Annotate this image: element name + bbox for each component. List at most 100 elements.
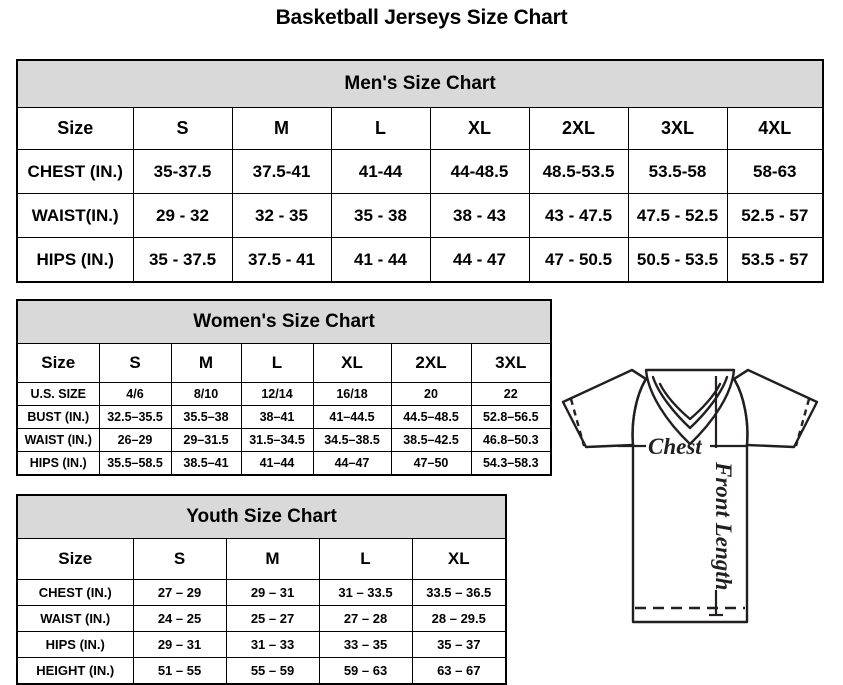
youth-cell-chest-m: 29 – 31: [225, 579, 320, 606]
mens-header-cell-size: Size: [16, 107, 134, 150]
mens-header-cell-s: S: [132, 107, 233, 150]
womens-cell-waist-l: 31.5–34.5: [240, 428, 314, 452]
youth-cell-hips-l: 33 – 35: [318, 631, 413, 658]
mens-cell-hips-xl: 44 - 47: [429, 237, 530, 283]
mens-cell-chest-3xl: 53.5-58: [627, 149, 728, 194]
womens-cell-bust-s: 32.5–35.5: [98, 405, 172, 429]
womens-cell-us-size-l: 12/14: [240, 382, 314, 406]
womens-header-row: Size S M L XL 2XL 3XL: [16, 343, 552, 383]
youth-cell-height-l: 59 – 63: [318, 657, 413, 685]
chest-measure-label: Chest: [648, 434, 702, 459]
youth-table-row: CHEST (IN.) 27 – 29 29 – 31 31 – 33.5 33…: [16, 579, 507, 606]
mens-header-cell-m: M: [231, 107, 332, 150]
youth-cell-height-xl: 63 – 67: [411, 657, 507, 685]
youth-header-cell-l: L: [318, 538, 413, 580]
collar-inner-line-1: [651, 375, 729, 430]
youth-cell-chest-l: 31 – 33.5: [318, 579, 413, 606]
womens-cell-hips-xl: 44–47: [312, 451, 392, 476]
youth-band-row: Youth Size Chart: [16, 494, 507, 539]
womens-cell-bust-xl: 41–44.5: [312, 405, 392, 429]
jersey-body-outline: [630, 368, 750, 624]
womens-cell-hips-l: 41–44: [240, 451, 314, 476]
youth-cell-waist-xl: 28 – 29.5: [411, 605, 507, 632]
youth-header-cell-m: M: [225, 538, 320, 580]
womens-band-title: Women's Size Chart: [16, 299, 552, 344]
youth-cell-hips-m: 31 – 33: [225, 631, 320, 658]
mens-row-label-waist: WAIST(IN.): [16, 193, 134, 238]
mens-header-cell-3xl: 3XL: [627, 107, 728, 150]
page-title: Basketball Jerseys Size Chart: [275, 6, 568, 29]
mens-cell-chest-l: 41-44: [330, 149, 431, 194]
mens-cell-hips-s: 35 - 37.5: [132, 237, 233, 283]
mens-cell-chest-xl: 44-48.5: [429, 149, 530, 194]
right-sleeve-hem-dash: [794, 398, 811, 447]
womens-cell-us-size-xl: 16/18: [312, 382, 392, 406]
womens-cell-bust-3xl: 52.8–56.5: [470, 405, 552, 429]
womens-cell-waist-s: 26–29: [98, 428, 172, 452]
mens-cell-waist-m: 32 - 35: [231, 193, 332, 238]
womens-cell-us-size-s: 4/6: [98, 382, 172, 406]
mens-cell-waist-xl: 38 - 43: [429, 193, 530, 238]
womens-cell-waist-m: 29–31.5: [170, 428, 242, 452]
mens-row-label-hips: HIPS (IN.): [16, 237, 134, 283]
womens-cell-hips-s: 35.5–58.5: [98, 451, 172, 476]
youth-cell-chest-xl: 33.5 – 36.5: [411, 579, 507, 606]
youth-row-label-chest: CHEST (IN.): [16, 579, 134, 606]
mens-cell-waist-l: 35 - 38: [330, 193, 431, 238]
mens-cell-waist-2xl: 43 - 47.5: [528, 193, 629, 238]
mens-cell-hips-m: 37.5 - 41: [231, 237, 332, 283]
left-sleeve-hem-dash: [569, 398, 586, 447]
youth-table-row: WAIST (IN.) 24 – 25 25 – 27 27 – 28 28 –…: [16, 605, 507, 632]
womens-table-row: U.S. SIZE 4/6 8/10 12/14 16/18 20 22: [16, 382, 552, 406]
mens-cell-chest-m: 37.5-41: [231, 149, 332, 194]
mens-cell-waist-3xl: 47.5 - 52.5: [627, 193, 728, 238]
collar-outer-band: [644, 368, 736, 446]
mens-header-cell-l: L: [330, 107, 431, 150]
womens-row-label-bust: BUST (IN.): [16, 405, 100, 429]
womens-header-cell-xl: XL: [312, 343, 392, 383]
youth-row-label-height: HEIGHT (IN.): [16, 657, 134, 685]
youth-header-cell-s: S: [132, 538, 227, 580]
womens-cell-us-size-m: 8/10: [170, 382, 242, 406]
youth-cell-waist-m: 25 – 27: [225, 605, 320, 632]
mens-cell-hips-l: 41 - 44: [330, 237, 431, 283]
womens-cell-us-size-3xl: 22: [470, 382, 552, 406]
mens-band-title: Men's Size Chart: [16, 59, 824, 108]
womens-header-cell-2xl: 2XL: [390, 343, 472, 383]
mens-header-row: Size S M L XL 2XL 3XL 4XL: [16, 107, 824, 150]
womens-header-cell-l: L: [240, 343, 314, 383]
youth-band-title: Youth Size Chart: [16, 494, 507, 539]
womens-cell-bust-l: 38–41: [240, 405, 314, 429]
youth-cell-hips-s: 29 – 31: [132, 631, 227, 658]
youth-cell-height-m: 55 – 59: [225, 657, 320, 685]
youth-header-cell-xl: XL: [411, 538, 507, 580]
womens-cell-us-size-2xl: 20: [390, 382, 472, 406]
womens-row-label-waist: WAIST (IN.): [16, 428, 100, 452]
womens-header-cell-s: S: [98, 343, 172, 383]
womens-cell-hips-2xl: 47–50: [390, 451, 472, 476]
mens-size-chart-table: Men's Size Chart Size S M L XL 2XL 3XL 4…: [16, 59, 825, 283]
youth-header-cell-size: Size: [16, 538, 134, 580]
womens-table-row: WAIST (IN.) 26–29 29–31.5 31.5–34.5 34.5…: [16, 428, 552, 452]
youth-row-label-hips: HIPS (IN.): [16, 631, 134, 658]
womens-cell-bust-2xl: 44.5–48.5: [390, 405, 472, 429]
mens-header-cell-4xl: 4XL: [726, 107, 824, 150]
youth-header-row: Size S M L XL: [16, 538, 507, 580]
womens-cell-hips-3xl: 54.3–58.3: [470, 451, 552, 476]
mens-header-cell-2xl: 2XL: [528, 107, 629, 150]
mens-row-label-chest: CHEST (IN.): [16, 149, 134, 194]
mens-cell-hips-2xl: 47 - 50.5: [528, 237, 629, 283]
womens-table-row: HIPS (IN.) 35.5–58.5 38.5–41 41–44 44–47…: [16, 451, 552, 476]
mens-cell-waist-s: 29 - 32: [132, 193, 233, 238]
mens-header-cell-xl: XL: [429, 107, 530, 150]
mens-cell-hips-4xl: 53.5 - 57: [726, 237, 824, 283]
jersey-svg: Chest Front Length: [561, 368, 819, 624]
womens-table-row: BUST (IN.) 32.5–35.5 35.5–38 38–41 41–44…: [16, 405, 552, 429]
mens-table-row: WAIST(IN.) 29 - 32 32 - 35 35 - 38 38 - …: [16, 193, 824, 238]
womens-band-row: Women's Size Chart: [16, 299, 552, 344]
youth-cell-chest-s: 27 – 29: [132, 579, 227, 606]
mens-cell-chest-2xl: 48.5-53.5: [528, 149, 629, 194]
jersey-measurement-diagram: Chest Front Length: [540, 350, 840, 675]
youth-table-row: HEIGHT (IN.) 51 – 55 55 – 59 59 – 63 63 …: [16, 657, 507, 685]
womens-size-chart-table: Women's Size Chart Size S M L XL 2XL 3XL…: [16, 299, 553, 476]
